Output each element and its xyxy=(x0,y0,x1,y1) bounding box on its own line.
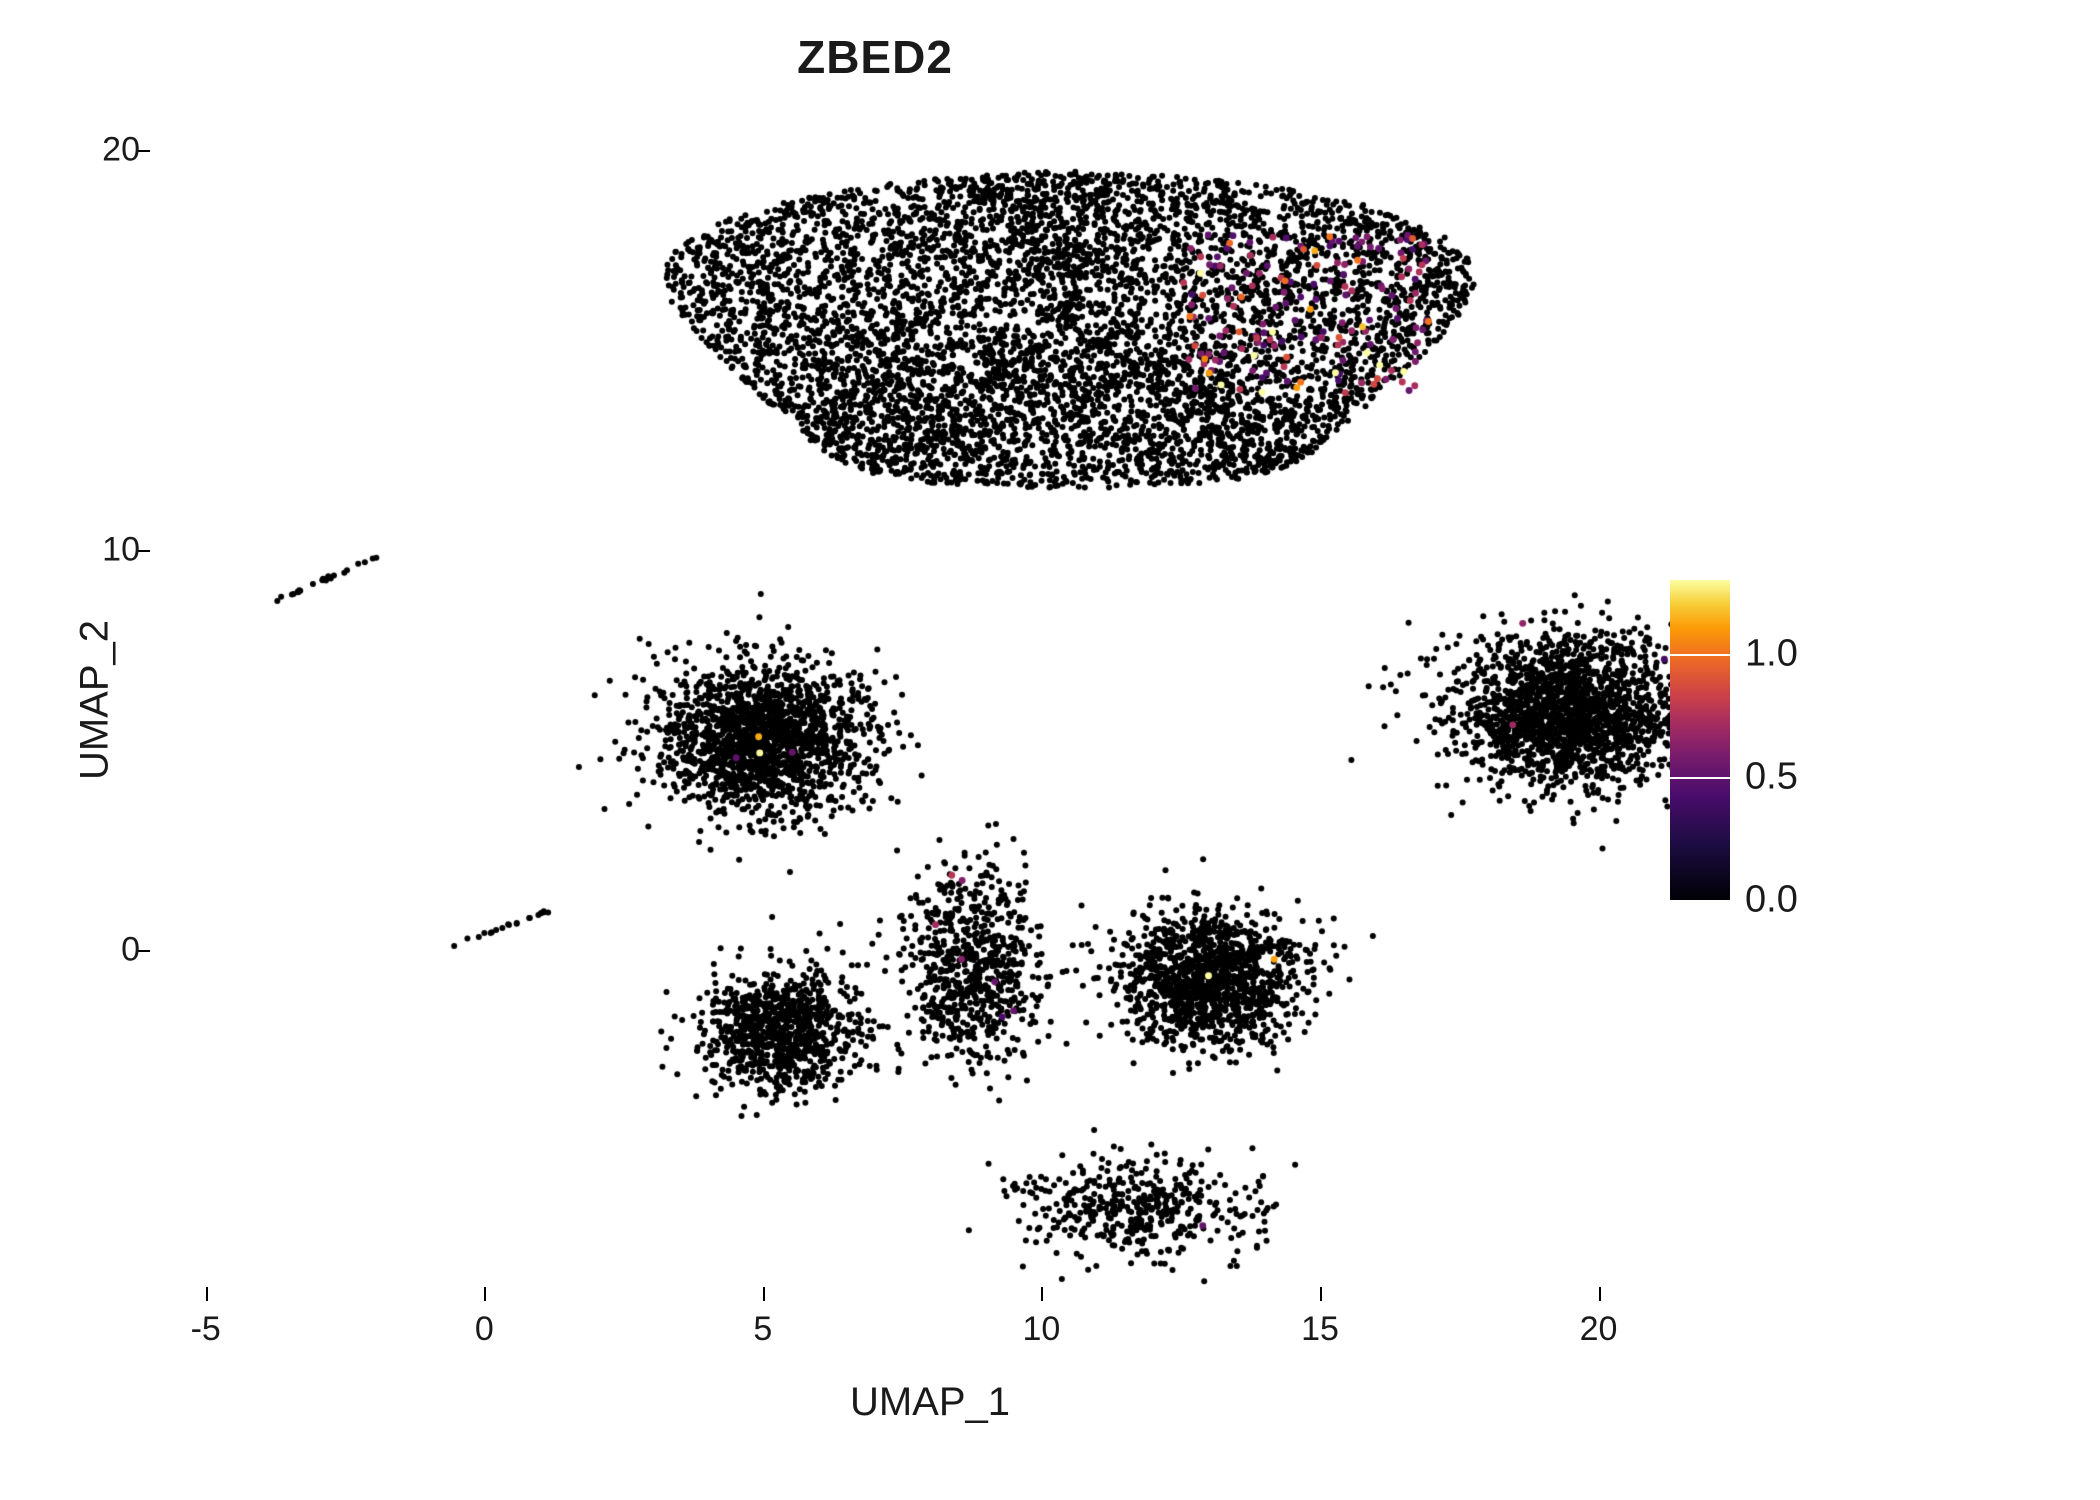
x-axis-tick-20 xyxy=(1599,1287,1601,1301)
x-axis-line xyxy=(150,1290,1710,1293)
legend-tick-label-0: 0.0 xyxy=(1745,879,1798,922)
y-axis-tick-label-10: 10 xyxy=(80,531,140,570)
x-axis-tick-label-15: 15 xyxy=(1301,1310,1339,1349)
legend-colorbar xyxy=(1670,580,1730,900)
x-axis-tick-10 xyxy=(1041,1287,1043,1301)
x-axis-tick-label-0: 0 xyxy=(475,1310,494,1349)
y-axis-tick-label-0: 0 xyxy=(80,931,140,970)
x-axis-tick-label-5: 5 xyxy=(753,1310,772,1349)
plot-area: -5 0 5 10 15 20 0 10 20 UMAP_1 UMAP_2 xyxy=(150,110,1710,1290)
scatter-canvas xyxy=(150,110,1710,1290)
x-axis-tick-0 xyxy=(484,1287,486,1301)
color-legend: 0.0 0.5 1.0 xyxy=(1670,520,1970,920)
plot-title: ZBED2 xyxy=(0,30,1750,84)
y-axis-tick-label-20: 20 xyxy=(80,131,140,170)
legend-tick-1 xyxy=(1670,654,1730,656)
x-axis-tick--5 xyxy=(206,1287,208,1301)
legend-tick-0 xyxy=(1670,900,1730,902)
x-axis-title: UMAP_1 xyxy=(850,1380,1010,1425)
x-axis-tick-5 xyxy=(763,1287,765,1301)
x-axis-tick-label--5: -5 xyxy=(191,1310,221,1349)
y-axis-title: UMAP_2 xyxy=(73,620,118,780)
x-axis-tick-label-10: 10 xyxy=(1023,1310,1061,1349)
legend-tick-0.5 xyxy=(1670,777,1730,779)
legend-tick-label-0.5: 0.5 xyxy=(1745,755,1798,798)
x-axis-tick-15 xyxy=(1320,1287,1322,1301)
umap-feature-plot: ZBED2 -5 0 5 10 15 20 0 10 20 UMAP_1 UMAP_2 0.0… xyxy=(0,0,2100,1500)
legend-tick-label-1: 1.0 xyxy=(1745,632,1798,675)
x-axis-tick-label-20: 20 xyxy=(1580,1310,1618,1349)
